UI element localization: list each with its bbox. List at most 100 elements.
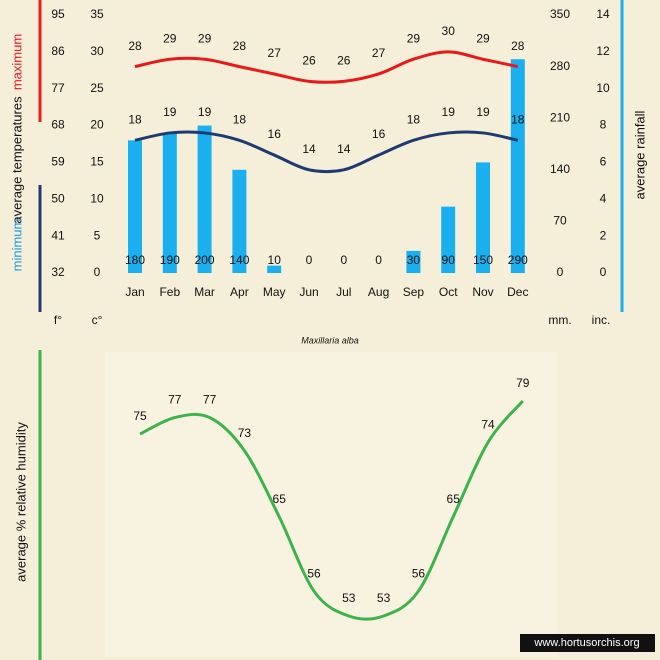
data-label: 30 xyxy=(407,253,421,267)
bar xyxy=(406,250,421,273)
data-label: 30 xyxy=(442,24,456,38)
tick-label: 15 xyxy=(90,155,104,169)
tick-label: 6 xyxy=(600,155,607,169)
data-label: 26 xyxy=(337,54,351,68)
tick-label: 86 xyxy=(51,44,65,58)
data-label: 65 xyxy=(273,492,287,506)
data-label: 10 xyxy=(268,253,282,267)
unit-label: inc. xyxy=(592,313,611,327)
x-tick-label: Aug xyxy=(368,285,389,299)
tick-label: 68 xyxy=(51,118,65,132)
line xyxy=(134,130,519,174)
bar xyxy=(162,132,177,273)
data-label: 29 xyxy=(476,31,490,45)
x-tick-label: Jul xyxy=(336,285,351,299)
data-label: 19 xyxy=(198,105,212,119)
line xyxy=(139,400,524,621)
unit-label: mm. xyxy=(548,313,571,327)
bar xyxy=(441,206,456,273)
data-label: 16 xyxy=(268,127,282,141)
data-label: 14 xyxy=(337,142,351,156)
tick-label: 14 xyxy=(596,7,610,21)
tick-label: 10 xyxy=(90,191,104,205)
tick-label: 210 xyxy=(550,110,570,124)
x-tick-label: Mar xyxy=(194,285,215,299)
line xyxy=(134,50,519,84)
x-tick-label: Sep xyxy=(403,285,425,299)
y2-label: average rainfall xyxy=(632,110,647,199)
tick-label: 140 xyxy=(550,162,570,176)
footer-bg xyxy=(520,634,655,652)
data-label: 16 xyxy=(372,127,386,141)
data-label: 18 xyxy=(233,112,247,126)
data-label: 65 xyxy=(447,492,461,506)
tick-label: 95 xyxy=(51,7,65,21)
data-label: 90 xyxy=(442,253,456,267)
data-label: 53 xyxy=(342,591,356,605)
data-label: 18 xyxy=(128,112,142,126)
bar xyxy=(510,59,525,273)
data-label: 29 xyxy=(407,31,421,45)
footer: www.hortusorchis.org xyxy=(533,637,639,649)
data-label: 290 xyxy=(508,253,528,267)
data-label: 140 xyxy=(229,253,249,267)
x-tick-label: Apr xyxy=(230,285,249,299)
tick-label: 70 xyxy=(553,214,567,228)
tick-label: 12 xyxy=(596,44,610,58)
tick-label: 10 xyxy=(596,81,610,95)
data-label: 19 xyxy=(442,105,456,119)
data-label: 56 xyxy=(412,566,426,580)
data-label: 26 xyxy=(302,54,316,68)
y-label-max: maximum xyxy=(9,34,24,90)
data-label: 27 xyxy=(268,46,282,60)
tick-label: 0 xyxy=(94,265,101,279)
data-label: 56 xyxy=(307,566,321,580)
data-label: 28 xyxy=(511,39,525,53)
bar xyxy=(128,140,142,273)
tick-label: 77 xyxy=(51,81,65,95)
tick-label: 59 xyxy=(51,155,65,169)
tick-label: 0 xyxy=(600,265,607,279)
data-label: 27 xyxy=(372,46,386,60)
chart-title: Maxillaria alba xyxy=(301,335,359,345)
x-tick-label: Nov xyxy=(472,285,493,299)
tick-label: 30 xyxy=(90,44,104,58)
tick-label: 280 xyxy=(550,59,570,73)
tick-label: 50 xyxy=(51,191,65,205)
data-label: 29 xyxy=(198,31,212,45)
tick-label: 8 xyxy=(600,118,607,132)
tick-label: 41 xyxy=(51,228,65,242)
data-label: 77 xyxy=(168,393,182,407)
data-label: 77 xyxy=(203,393,217,407)
bar xyxy=(476,162,490,273)
data-label: 14 xyxy=(302,142,316,156)
bar xyxy=(267,265,282,273)
data-label: 19 xyxy=(476,105,490,119)
data-label: 0 xyxy=(375,253,382,267)
x-tick-label: Jan xyxy=(125,285,144,299)
data-label: 19 xyxy=(163,105,177,119)
y-label: average % relative humidity xyxy=(13,422,28,582)
data-label: 28 xyxy=(128,39,142,53)
data-label: 28 xyxy=(233,39,247,53)
bar xyxy=(232,169,247,273)
data-label: 190 xyxy=(160,253,180,267)
tick-label: 2 xyxy=(600,228,607,242)
x-tick-label: Jun xyxy=(299,285,318,299)
data-label: 0 xyxy=(340,253,347,267)
data-label: 53 xyxy=(377,591,391,605)
unit-label: f° xyxy=(54,313,62,327)
data-label: 0 xyxy=(306,253,313,267)
data-label: 75 xyxy=(133,409,147,423)
x-tick-label: May xyxy=(263,285,286,299)
data-label: 74 xyxy=(481,418,495,432)
data-label: 18 xyxy=(407,112,421,126)
tick-label: 5 xyxy=(94,228,101,242)
panel xyxy=(105,352,557,657)
data-label: 73 xyxy=(238,426,252,440)
bar xyxy=(197,125,212,273)
data-label: 29 xyxy=(163,31,177,45)
data-label: 18 xyxy=(511,112,525,126)
